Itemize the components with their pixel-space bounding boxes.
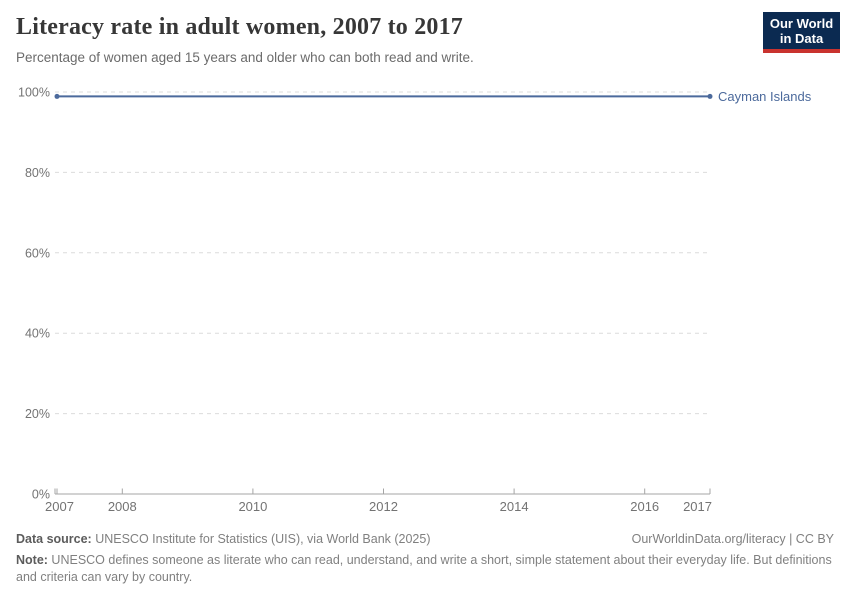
- owid-logo[interactable]: Our World in Data: [763, 12, 840, 53]
- x-tick-label: 2017: [683, 499, 712, 514]
- series-label[interactable]: Cayman Islands: [718, 89, 812, 104]
- x-tick-label: 2007: [45, 499, 74, 514]
- y-tick-label: 100%: [18, 86, 50, 100]
- license-link[interactable]: OurWorldinData.org/literacy | CC BY: [631, 532, 834, 546]
- owid-logo-line1: Our World: [769, 15, 834, 31]
- x-tick-label: 2010: [238, 499, 267, 514]
- x-tick-label: 2016: [630, 499, 659, 514]
- chart-footer: Data source: UNESCO Institute for Statis…: [16, 531, 834, 599]
- y-tick-label: 20%: [25, 407, 50, 421]
- y-tick-label: 0%: [32, 488, 50, 502]
- y-tick-label: 60%: [25, 246, 50, 260]
- data-source-label: Data source:: [16, 532, 92, 546]
- owid-logo-line2: in Data: [779, 30, 824, 46]
- y-tick-label: 80%: [25, 166, 50, 180]
- x-tick-label: 2014: [500, 499, 529, 514]
- x-tick-label: 2012: [369, 499, 398, 514]
- note-label: Note:: [16, 553, 48, 567]
- series-endpoint-dot: [707, 93, 713, 99]
- series-endpoint-dot: [54, 93, 60, 99]
- data-source-value: UNESCO Institute for Statistics (UIS), v…: [91, 532, 431, 546]
- page-title: Literacy rate in adult women, 2007 to 20…: [16, 14, 464, 40]
- note-value: UNESCO defines someone as literate who c…: [16, 553, 832, 584]
- data-source-text: Data source: UNESCO Institute for Statis…: [16, 531, 431, 548]
- x-tick-label: 2008: [108, 499, 137, 514]
- y-tick-label: 40%: [25, 327, 50, 341]
- source-row: Data source: UNESCO Institute for Statis…: [16, 531, 834, 548]
- note-text: Note: UNESCO defines someone as literate…: [16, 552, 834, 586]
- chart-subtitle: Percentage of women aged 15 years and ol…: [16, 50, 474, 65]
